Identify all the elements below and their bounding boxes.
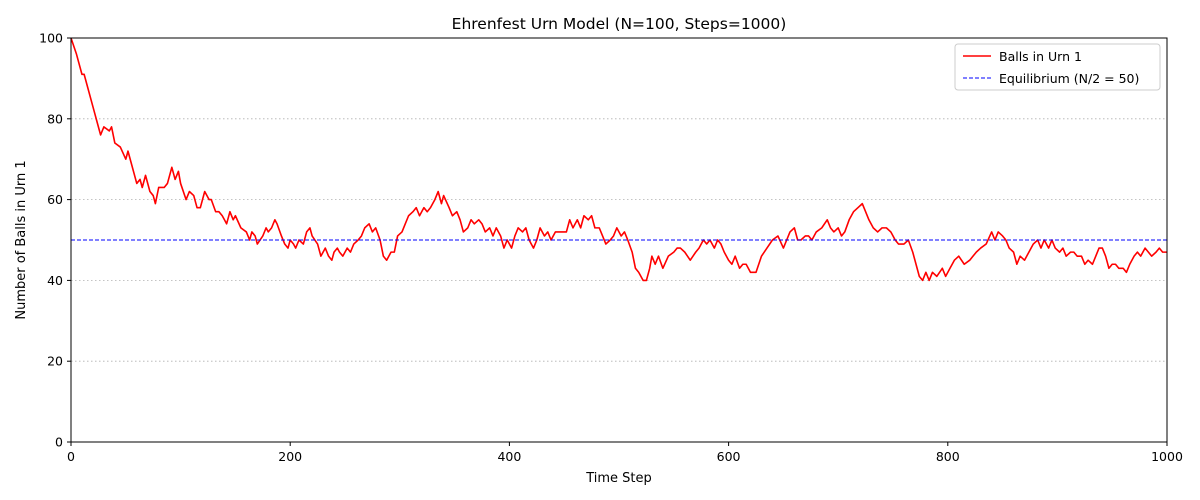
ticks: 0 200 400 600 800 1000 0 20 40 60 80 100 <box>39 31 1183 465</box>
x-axis-label: Time Step <box>585 471 652 486</box>
chart-title: Ehrenfest Urn Model (N=100, Steps=1000) <box>452 15 787 33</box>
x-tick-label: 600 <box>717 449 741 464</box>
series-group <box>70 37 1167 282</box>
y-tick-label: 0 <box>55 435 63 450</box>
grid <box>71 118 1167 362</box>
y-tick-label: 80 <box>47 111 63 126</box>
x-tick-label: 200 <box>278 449 302 464</box>
legend: Balls in Urn 1 Equilibrium (N/2 = 50) <box>954 43 1161 91</box>
x-tick-label: 800 <box>936 449 960 464</box>
plot-frame <box>70 37 1168 443</box>
y-axis-label: Number of Balls in Urn 1 <box>14 160 29 319</box>
y-tick-label: 100 <box>39 31 63 46</box>
x-tick-label: 0 <box>67 449 75 464</box>
x-tick-label: 1000 <box>1151 449 1183 464</box>
y-tick-label: 40 <box>47 273 63 288</box>
x-tick-label: 400 <box>497 449 521 464</box>
series-line-0 <box>70 37 1167 282</box>
y-tick-label: 60 <box>47 192 63 207</box>
legend-label-series-1: Equilibrium (N/2 = 50) <box>999 71 1139 86</box>
y-tick-label: 20 <box>47 354 63 369</box>
legend-box <box>954 43 1161 91</box>
legend-label-series-0: Balls in Urn 1 <box>999 49 1082 64</box>
